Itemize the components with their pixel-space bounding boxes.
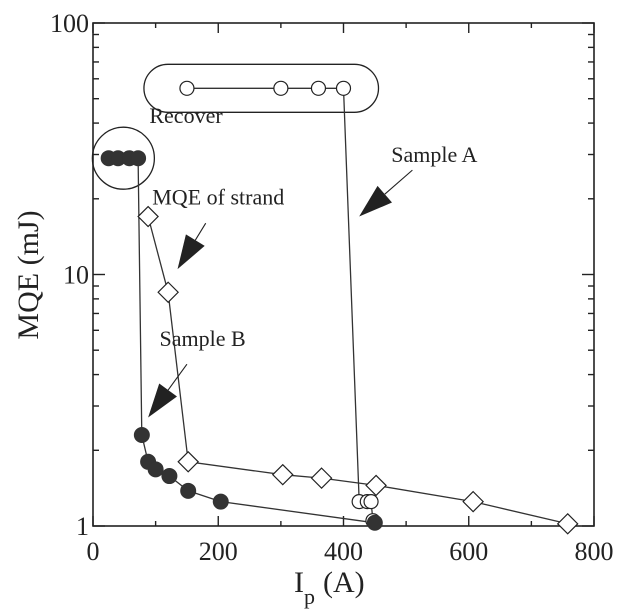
annotation-label: MQE of strand (152, 184, 284, 209)
x-axis-symbol: I (294, 566, 304, 599)
series-line-1 (147, 216, 568, 525)
sample-b-point (147, 461, 164, 478)
strand-point (310, 467, 333, 489)
sample-a-arrow-shaft (384, 169, 413, 195)
annotation-label: Recover (149, 103, 223, 128)
x-tick-label: 0 (87, 537, 100, 566)
x-tick-label: 800 (575, 537, 614, 566)
strand-point (137, 205, 159, 228)
x-axis-title: Ip (A) (294, 566, 365, 609)
sample-a-enclosure (143, 63, 380, 113)
sample-b-arrow-shaft (167, 363, 188, 391)
recover-enclosure (91, 126, 156, 190)
sample-b-point (366, 514, 383, 531)
y-tick-label: 100 (50, 9, 89, 38)
y-axis-title: MQE (mJ) (12, 210, 45, 339)
sample-b-point (133, 427, 150, 444)
x-axis-unit: (A) (323, 566, 365, 599)
sample-b-point (212, 493, 229, 510)
axis-ticks: 0 200 400 600 800 1 10 100 (50, 9, 614, 566)
series-line-0 (186, 87, 374, 521)
strand-point (462, 490, 484, 513)
strand-point (157, 281, 179, 304)
sample-a-point (179, 80, 195, 96)
x-tick-label: 400 (324, 537, 363, 566)
sample-a-point (363, 494, 379, 510)
sample-a-point (310, 80, 327, 96)
sample-a-point (335, 80, 352, 96)
x-axis-subscript: p (304, 584, 315, 609)
y-tick-label: 10 (63, 261, 89, 290)
x-tick-label: 200 (199, 537, 238, 566)
strand-point (177, 450, 200, 473)
annotation-label: Sample A (391, 142, 477, 167)
annotation-label: Sample B (160, 326, 246, 351)
annotation-arrows (148, 169, 413, 418)
sample-a-point (273, 80, 289, 96)
series-markers (100, 80, 579, 535)
strand-point (365, 474, 387, 497)
annotations: Recover Sample A MQE of strand Sample B (149, 103, 477, 351)
strand-point (271, 463, 294, 486)
y-tick-label: 1 (76, 512, 89, 541)
sample-b-point (130, 150, 147, 167)
x-tick-label: 600 (449, 537, 488, 566)
sample-a-arrow-head (359, 185, 393, 217)
sample-b-point (161, 468, 178, 485)
series-lines (108, 87, 568, 525)
strand-arrow-head (177, 234, 205, 270)
group-enclosures (91, 63, 380, 190)
sample-b-arrow-head (148, 383, 178, 418)
strand-point (556, 512, 579, 535)
sample-b-point (180, 482, 197, 499)
strand-arrow-shaft (194, 222, 207, 241)
